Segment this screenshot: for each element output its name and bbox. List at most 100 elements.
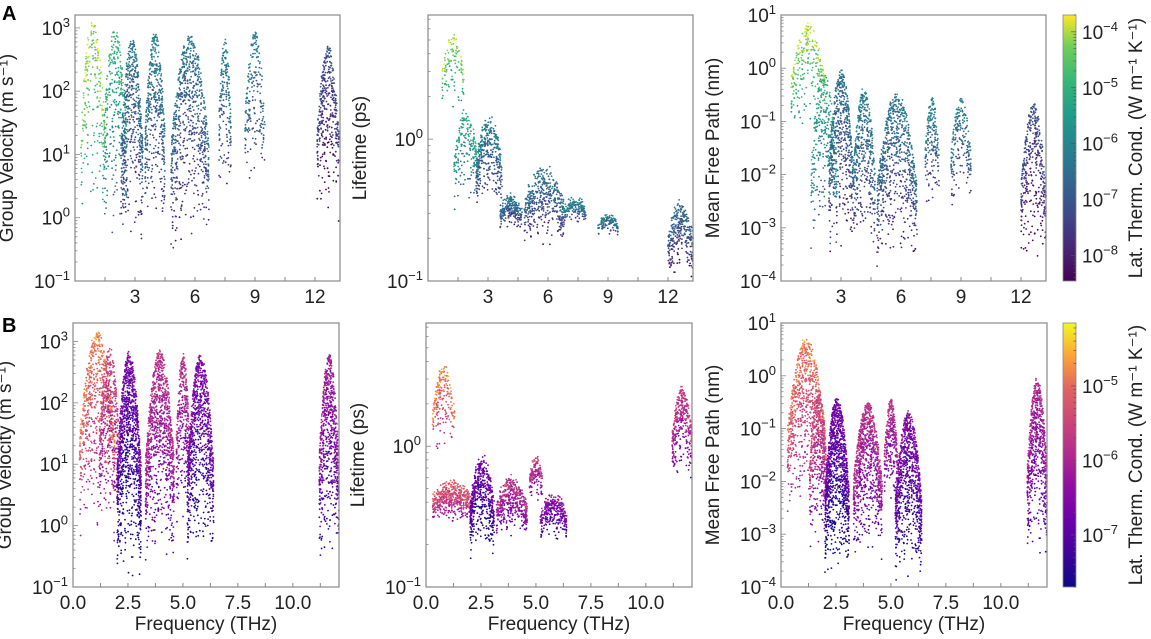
data-point	[261, 119, 264, 122]
data-point	[457, 61, 460, 63]
data-point	[499, 210, 502, 213]
data-point	[491, 188, 494, 190]
data-point	[259, 111, 262, 114]
data-point	[538, 201, 540, 204]
data-point	[552, 192, 554, 195]
data-point	[82, 92, 85, 94]
data-point	[154, 91, 157, 94]
data-point	[455, 49, 457, 52]
data-point	[137, 86, 140, 89]
data-point	[472, 128, 475, 131]
data-point	[560, 218, 563, 221]
data-point	[94, 177, 97, 179]
data-point	[448, 85, 450, 88]
data-point	[152, 63, 154, 66]
data-point	[110, 40, 113, 42]
data-point	[170, 177, 173, 179]
data-point	[131, 68, 134, 71]
data-point	[122, 202, 124, 205]
data-point	[141, 196, 143, 198]
data-point	[483, 128, 486, 131]
data-point	[163, 175, 166, 178]
data-point	[567, 210, 570, 212]
data-point	[327, 119, 330, 122]
data-point	[125, 123, 127, 125]
data-point	[478, 178, 480, 181]
data-point	[488, 131, 491, 134]
data-point	[146, 106, 148, 109]
data-point	[158, 62, 161, 65]
data-point	[326, 146, 329, 149]
data-point	[453, 195, 456, 198]
data-point	[205, 206, 208, 209]
data-point	[121, 134, 124, 137]
data-point	[458, 141, 460, 144]
data-point	[113, 58, 116, 61]
data-point	[81, 111, 84, 114]
data-point	[183, 183, 186, 186]
data-point	[102, 174, 104, 177]
data-point	[102, 163, 105, 166]
data-point	[544, 202, 547, 205]
data-point	[151, 108, 153, 111]
data-point	[255, 43, 258, 46]
data-point	[123, 140, 125, 142]
data-point	[499, 181, 502, 183]
data-point	[105, 207, 107, 210]
data-point	[123, 97, 126, 100]
data-point	[129, 44, 131, 47]
data-point	[148, 151, 151, 153]
data-point	[121, 149, 124, 152]
data-point	[104, 100, 107, 103]
data-point	[174, 117, 177, 120]
data-point	[128, 70, 131, 73]
data-point	[577, 201, 579, 204]
data-point	[103, 131, 106, 134]
data-point	[319, 106, 322, 109]
data-point	[187, 181, 190, 184]
data-point	[135, 156, 138, 159]
data-point	[688, 264, 691, 267]
data-point	[150, 81, 153, 84]
data-point	[192, 155, 195, 157]
data-point	[190, 82, 193, 84]
data-point	[163, 132, 166, 135]
data-point	[536, 226, 538, 229]
data-point	[84, 80, 86, 83]
data-point	[149, 133, 152, 136]
point-cluster	[597, 214, 619, 236]
data-point	[92, 32, 95, 35]
data-point	[550, 199, 553, 202]
data-point	[179, 122, 182, 124]
data-point	[252, 90, 255, 92]
data-point	[461, 122, 464, 125]
data-point	[161, 188, 163, 190]
data-point	[128, 66, 131, 69]
data-point	[150, 70, 153, 73]
data-point	[200, 92, 203, 94]
data-point	[197, 150, 200, 153]
data-point	[218, 126, 221, 128]
data-point	[502, 199, 505, 202]
data-point	[516, 219, 519, 221]
data-point	[503, 214, 506, 216]
data-point	[133, 43, 136, 46]
data-point	[689, 232, 692, 235]
data-point	[171, 150, 174, 153]
data-point	[105, 178, 107, 180]
data-point	[156, 93, 159, 95]
data-point	[125, 184, 128, 187]
data-point	[551, 218, 554, 221]
data-point	[118, 83, 121, 86]
data-point	[498, 177, 501, 180]
data-point	[464, 178, 466, 181]
data-point	[252, 52, 254, 55]
data-point	[509, 192, 512, 194]
data-point	[106, 74, 109, 77]
data-point	[195, 167, 197, 169]
data-point	[151, 168, 154, 170]
data-point	[320, 113, 323, 116]
data-point	[533, 184, 536, 187]
data-point	[134, 200, 137, 203]
data-point	[221, 93, 224, 96]
